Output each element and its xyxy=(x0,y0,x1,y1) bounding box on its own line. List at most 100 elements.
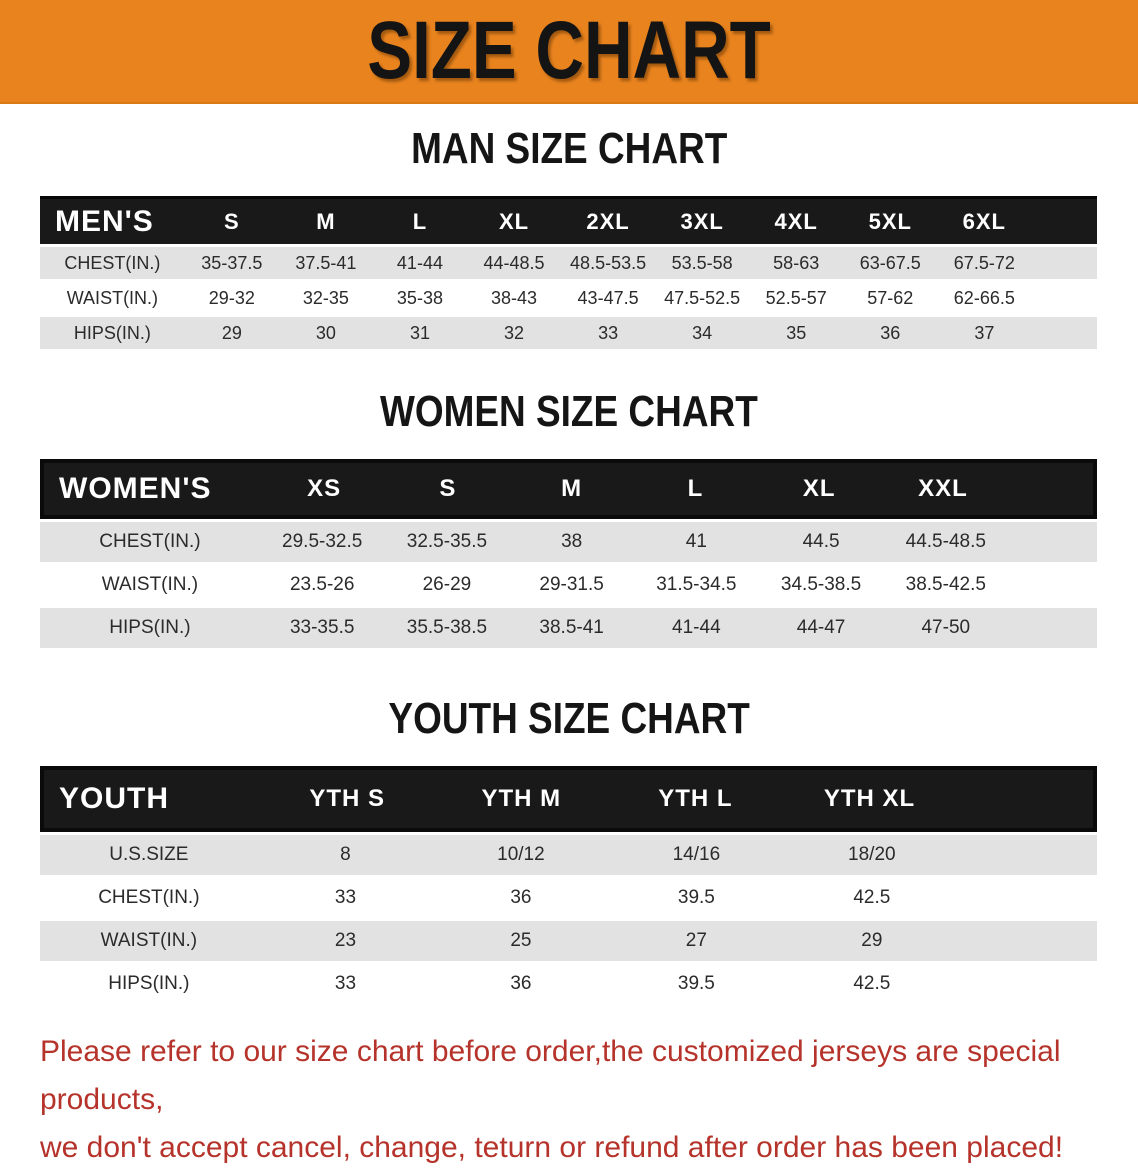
men-table-header: MEN'S S M L XL 2XL 3XL 4XL 5XL 6XL xyxy=(40,196,1097,244)
page-title: SIZE CHART xyxy=(367,5,771,96)
measurement-value: 34.5-38.5 xyxy=(780,574,862,595)
youth-table-header: YOUTH YTH S YTH M YTH L YTH XL xyxy=(40,766,1097,832)
measurement-value: 23 xyxy=(334,930,357,951)
size-column-header: YTH XL xyxy=(823,785,916,812)
women-section-heading: WOMEN SIZE CHART xyxy=(0,387,1138,437)
measurement-value: 30 xyxy=(315,322,336,343)
row-label: WAIST(IN.) xyxy=(100,930,198,951)
youth-heading-text: YOUTH SIZE CHART xyxy=(388,694,750,743)
measurement-value: 37.5-41 xyxy=(295,252,357,273)
disclaimer: Please refer to our size chart before or… xyxy=(40,1028,1110,1172)
row-label: CHEST(IN.) xyxy=(98,887,200,908)
women-size-table: WOMEN'S XS S M L XL XXL CHEST(IN.) 29.5-… xyxy=(40,459,1097,648)
measurement-value: 37 xyxy=(974,322,995,343)
table-row: HIPS(IN.) 29 30 31 32 33 34 35 36 37 xyxy=(40,317,1097,349)
measurement-value: 53.5-58 xyxy=(671,252,733,273)
measurement-value: 44-48.5 xyxy=(483,252,545,273)
row-label: HIPS(IN.) xyxy=(73,322,151,343)
measurement-value: 29-32 xyxy=(208,287,255,308)
measurement-value: 26-29 xyxy=(422,574,472,595)
measurement-value: 36 xyxy=(510,887,532,908)
size-column-header: XXL xyxy=(918,475,968,502)
row-label: HIPS(IN.) xyxy=(108,973,190,994)
measurement-value: 29-31.5 xyxy=(539,574,604,595)
disclaimer-line-1: Please refer to our size chart before or… xyxy=(40,1035,1061,1116)
measurement-value: 8 xyxy=(340,844,351,865)
table-row: U.S.SIZE 8 10/12 14/16 18/20 xyxy=(40,835,1097,875)
measurement-value: 57-62 xyxy=(867,287,914,308)
youth-header-label: YOUTH xyxy=(59,782,169,815)
measurement-value: 35 xyxy=(786,322,807,343)
row-label: CHEST(IN.) xyxy=(64,252,161,273)
women-header-label: WOMEN'S xyxy=(59,472,212,505)
size-column-header: 5XL xyxy=(868,208,912,234)
measurement-value: 31.5-34.5 xyxy=(656,574,737,595)
measurement-value: 41-44 xyxy=(672,617,721,638)
table-row: HIPS(IN.) 33 36 39.5 42.5 xyxy=(40,964,1097,1004)
measurement-value: 32.5-35.5 xyxy=(406,531,488,552)
measurement-value: 38.5-41 xyxy=(539,617,604,638)
measurement-value: 39.5 xyxy=(677,973,715,994)
measurement-value: 33 xyxy=(598,322,619,343)
men-size-table: MEN'S S M L XL 2XL 3XL 4XL 5XL 6XL CHEST… xyxy=(40,196,1097,349)
measurement-value: 62-66.5 xyxy=(953,287,1015,308)
measurement-value: 18/20 xyxy=(848,844,896,865)
banner: SIZE CHART xyxy=(0,0,1138,104)
measurement-value: 44.5-48.5 xyxy=(905,531,986,552)
size-column-header: XL xyxy=(802,475,836,502)
men-heading-text: MAN SIZE CHART xyxy=(410,124,728,173)
measurement-value: 36 xyxy=(510,973,532,994)
size-column-header: S xyxy=(439,475,457,502)
measurement-value: 47.5-52.5 xyxy=(664,287,741,308)
size-column-header: M xyxy=(561,475,583,502)
size-column-header: YTH L xyxy=(658,785,733,812)
size-column-header: YTH M xyxy=(481,785,562,812)
measurement-value: 44.5 xyxy=(802,531,840,552)
measurement-value: 27 xyxy=(685,930,707,951)
measurement-value: 34 xyxy=(692,322,713,343)
size-column-header: M xyxy=(316,208,336,234)
row-label: WAIST(IN.) xyxy=(66,287,159,308)
row-label: HIPS(IN.) xyxy=(109,617,191,638)
measurement-value: 38.5-42.5 xyxy=(905,574,986,595)
table-row: HIPS(IN.) 33-35.5 35.5-38.5 38.5-41 41-4… xyxy=(40,608,1097,648)
men-header-label: MEN'S xyxy=(55,204,154,238)
measurement-value: 23.5-26 xyxy=(289,574,355,595)
row-label: WAIST(IN.) xyxy=(101,574,199,595)
table-row: CHEST(IN.) 33 36 39.5 42.5 xyxy=(40,878,1097,918)
measurement-value: 35.5-38.5 xyxy=(406,617,488,638)
measurement-value: 33 xyxy=(334,887,357,908)
table-row: WAIST(IN.) 29-32 32-35 35-38 38-43 43-47… xyxy=(40,282,1097,314)
measurement-value: 14/16 xyxy=(672,844,721,865)
row-label: U.S.SIZE xyxy=(109,844,189,865)
measurement-value: 47-50 xyxy=(921,617,971,638)
measurement-value: 44-47 xyxy=(796,617,846,638)
table-row: CHEST(IN.) 29.5-32.5 32.5-35.5 38 41 44.… xyxy=(40,522,1097,562)
size-column-header: 6XL xyxy=(962,208,1006,234)
disclaimer-line-2: we don't accept cancel, change, teturn o… xyxy=(40,1131,1064,1164)
youth-size-table: YOUTH YTH S YTH M YTH L YTH XL U.S.SIZE … xyxy=(40,766,1097,1004)
measurement-value: 38-43 xyxy=(490,287,538,308)
size-column-header: XL xyxy=(498,208,530,234)
measurement-value: 63-67.5 xyxy=(859,252,921,273)
measurement-value: 39.5 xyxy=(677,887,715,908)
measurement-value: 32-35 xyxy=(302,287,349,308)
measurement-value: 36 xyxy=(880,322,901,343)
size-column-header: 3XL xyxy=(680,208,724,234)
measurement-value: 32 xyxy=(504,322,525,343)
measurement-value: 35-37.5 xyxy=(201,252,263,273)
size-column-header: S xyxy=(223,208,240,234)
measurement-value: 35-38 xyxy=(396,287,443,308)
measurement-value: 48.5-53.5 xyxy=(570,252,647,273)
measurement-value: 58-63 xyxy=(773,252,820,273)
measurement-value: 25 xyxy=(510,930,532,951)
measurement-value: 31 xyxy=(409,322,430,343)
size-column-header: 4XL xyxy=(774,208,818,234)
measurement-value: 52.5-57 xyxy=(765,287,827,308)
measurement-value: 42.5 xyxy=(853,887,891,908)
size-column-header: XS xyxy=(307,475,342,502)
youth-section-heading: YOUTH SIZE CHART xyxy=(0,694,1138,744)
table-row: WAIST(IN.) 23 25 27 29 xyxy=(40,921,1097,961)
table-row: WAIST(IN.) 23.5-26 26-29 29-31.5 31.5-34… xyxy=(40,565,1097,605)
size-column-header: L xyxy=(412,208,428,234)
